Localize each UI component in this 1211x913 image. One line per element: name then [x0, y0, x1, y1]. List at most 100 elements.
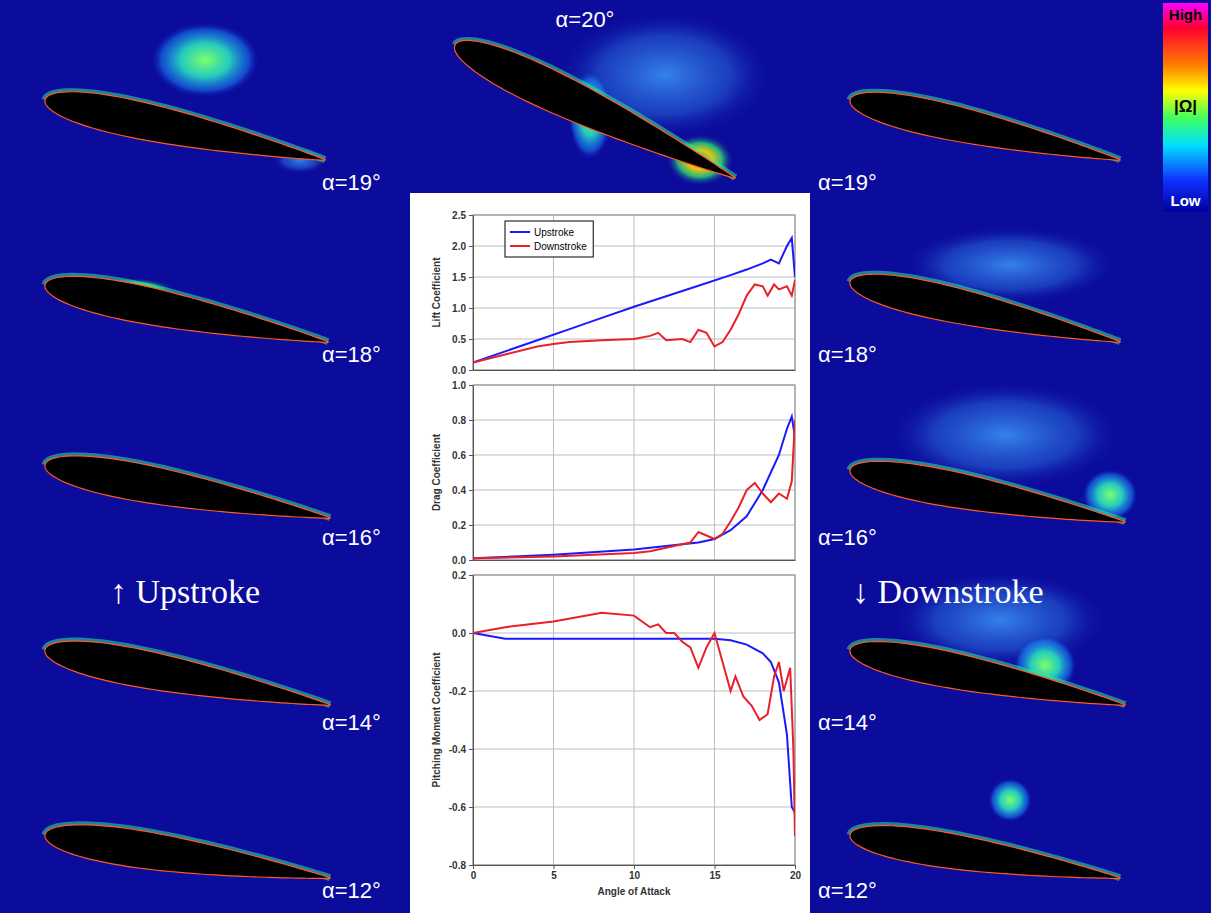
tick-mark — [469, 807, 473, 808]
grid-line — [714, 575, 715, 865]
grid-line — [553, 385, 554, 560]
tick: 2.0 — [452, 241, 473, 252]
series-line — [473, 280, 795, 362]
grid-line — [473, 633, 795, 634]
tick: -0.8 — [449, 860, 473, 871]
chart: -0.8-0.6-0.4-0.20.00.205101520Pitching M… — [431, 570, 801, 897]
axis-title: Pitching Moment Coefficient — [431, 652, 442, 788]
airfoil — [850, 92, 1120, 160]
tick-label: -0.6 — [449, 802, 467, 813]
shear-layer — [850, 826, 1120, 878]
tick: 0.4 — [452, 485, 473, 496]
tick-label: 5 — [551, 870, 557, 881]
stroke-label: ↓ Downstroke — [852, 573, 1044, 610]
panel-label: α=20° — [556, 7, 615, 32]
tick-label: 20 — [790, 870, 802, 881]
tick: 0.0 — [452, 628, 473, 639]
grid-line — [473, 277, 795, 278]
tick: 10 — [629, 865, 641, 881]
tick-mark — [469, 560, 473, 561]
colorbar-ramp — [1163, 3, 1208, 212]
plot-frame — [473, 385, 795, 560]
panel-label: α=19° — [818, 170, 877, 195]
axis-line — [473, 576, 474, 866]
tick-label: 0.2 — [452, 520, 466, 531]
tick: 0.5 — [452, 334, 473, 345]
shear-layer — [45, 92, 325, 160]
legend: Upstroke Downstroke — [505, 221, 593, 257]
grid-line — [473, 691, 795, 692]
tick: 0 — [471, 865, 477, 881]
axis-line — [473, 216, 474, 371]
shear-layer — [850, 642, 1125, 705]
airfoil — [850, 274, 1120, 342]
grid-line — [634, 575, 635, 865]
axis-line — [474, 370, 796, 371]
x-axis — [474, 560, 796, 562]
airfoil — [850, 642, 1125, 706]
axis-title: Angle of Attack — [598, 886, 671, 897]
tick-mark — [469, 339, 473, 340]
tick-label: 15 — [709, 870, 721, 881]
tick: 15 — [709, 865, 721, 881]
tick: 0.8 — [452, 415, 473, 426]
y-axis: -0.8-0.6-0.4-0.20.00.2 — [449, 570, 474, 871]
grid-line — [634, 215, 635, 370]
shear-layer — [850, 274, 1120, 341]
tick-mark — [469, 370, 473, 371]
vortex — [988, 778, 1032, 822]
tick-mark — [469, 865, 473, 866]
tick-label: 2.5 — [452, 210, 466, 221]
airfoil — [45, 92, 325, 161]
tick-mark — [469, 420, 473, 421]
series-line — [473, 633, 795, 813]
tick-mark — [469, 490, 473, 491]
airfoil — [45, 825, 330, 879]
shear-layer — [850, 461, 1125, 521]
tick: 0.2 — [452, 520, 473, 531]
figure: α=19°α=18°α=16°α=14°α=12°α=19°α=18°α=16°… — [0, 0, 1211, 913]
series-line — [473, 417, 795, 559]
tick-label: -0.2 — [449, 686, 467, 697]
tick-mark — [715, 865, 716, 869]
airfoil — [45, 641, 330, 705]
shear-layer — [45, 825, 330, 878]
tick-mark — [795, 865, 796, 869]
legend-label: Upstroke — [534, 227, 574, 238]
x-axis — [474, 370, 796, 372]
chart: 0.00.20.40.60.81.0Drag Coefficient — [431, 380, 796, 566]
tick: -0.6 — [449, 802, 473, 813]
tick: 1.0 — [452, 380, 473, 391]
airfoil — [850, 826, 1120, 879]
panel-label: α=12° — [818, 878, 877, 903]
shear-layer — [45, 641, 330, 705]
legend-box — [505, 221, 593, 257]
grid-line — [473, 420, 795, 421]
tick-label: 1.0 — [452, 303, 466, 314]
tick-label: 10 — [629, 870, 641, 881]
grid-line — [473, 807, 795, 808]
legend-swatch — [510, 245, 530, 247]
tick-label: 0.0 — [452, 555, 466, 566]
chart: 0.00.51.01.52.02.5Lift CoefficientUpstro… — [431, 210, 796, 376]
axis-title: Lift Coefficient — [431, 257, 442, 328]
tick-label: -0.4 — [449, 744, 467, 755]
y-axis: 0.00.20.40.60.81.0 — [452, 380, 473, 566]
panel-label: α=14° — [322, 710, 381, 735]
grid-line — [473, 246, 795, 247]
chart-panel — [410, 193, 810, 913]
grid-line — [714, 385, 715, 560]
panel-label: α=18° — [322, 342, 381, 367]
tick-mark — [469, 215, 473, 216]
x-axis: 0 5 10 15 20 — [471, 865, 802, 881]
tick: 5 — [551, 865, 557, 881]
tick-mark — [469, 691, 473, 692]
tick-mark — [469, 749, 473, 750]
background — [0, 0, 1211, 913]
airfoil — [45, 276, 328, 342]
tick: 2.5 — [452, 210, 473, 221]
tick-mark — [469, 277, 473, 278]
legend-label: Downstroke — [534, 241, 587, 252]
shear-layer — [45, 276, 328, 341]
tick-label: 1.0 — [452, 380, 466, 391]
